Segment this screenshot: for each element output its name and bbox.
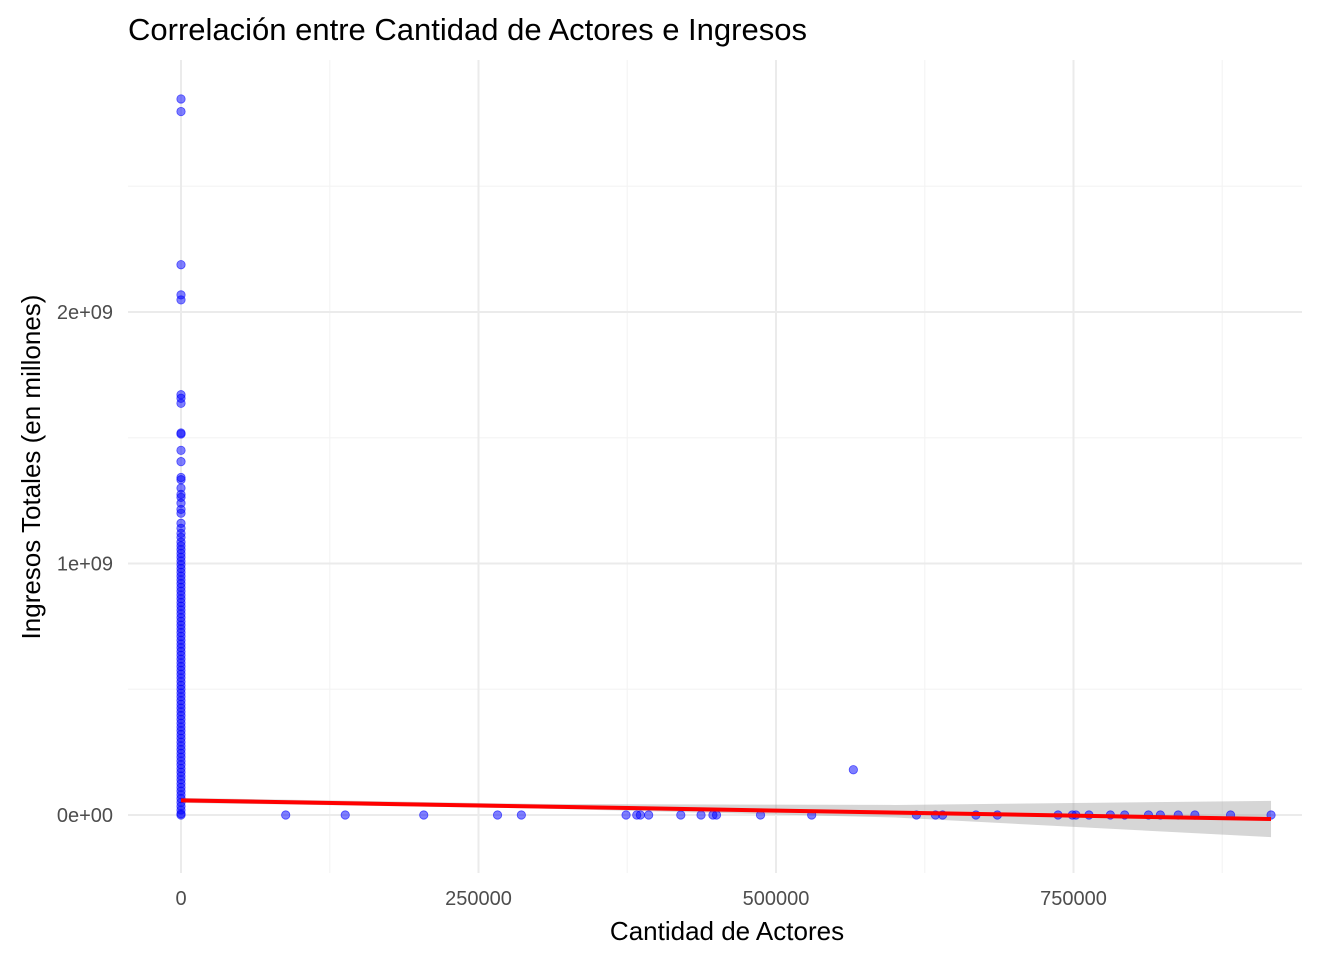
data-point [176,445,186,455]
data-point [176,94,186,104]
regression-line [180,798,1272,822]
data-point [176,260,186,270]
y-tick-label: 0e+00 [57,805,113,827]
x-tick-label: 750000 [1040,888,1107,910]
grid [128,60,1302,873]
data-points [176,94,1276,820]
x-tick-label: 250000 [445,888,512,910]
x-axis-ticks: 0 250000 500000 750000 [175,888,1106,910]
data-point [848,765,858,775]
data-point [635,810,645,820]
x-tick-label: 500000 [743,888,810,910]
data-point [176,295,186,305]
data-point [176,106,186,117]
chart-title: Correlación entre Cantidad de Actores e … [128,12,807,47]
y-tick-label: 1e+09 [57,554,113,576]
data-point [340,810,350,820]
y-axis-label: Ingresos Totales (en millones) [16,295,46,640]
data-point [176,810,186,820]
fit-line-layer [180,798,1272,822]
data-point [176,457,186,467]
y-tick-label: 2e+09 [57,302,113,324]
data-point [516,810,526,820]
data-point [676,810,686,820]
data-point [492,810,503,820]
data-point [621,810,631,820]
data-point [176,475,186,485]
data-point [696,810,706,820]
data-point [711,810,722,820]
x-tick-label: 0 [175,888,186,910]
confidence-band-layer [181,797,1272,838]
y-axis-ticks: 0e+00 1e+09 2e+09 [57,302,113,827]
data-point [419,810,429,820]
data-point [176,429,186,439]
x-axis-label: Cantidad de Actores [610,916,844,946]
data-point [176,398,186,408]
confidence-band [181,797,1272,838]
data-point [644,810,654,820]
data-point [281,810,291,820]
data-point [176,508,186,518]
